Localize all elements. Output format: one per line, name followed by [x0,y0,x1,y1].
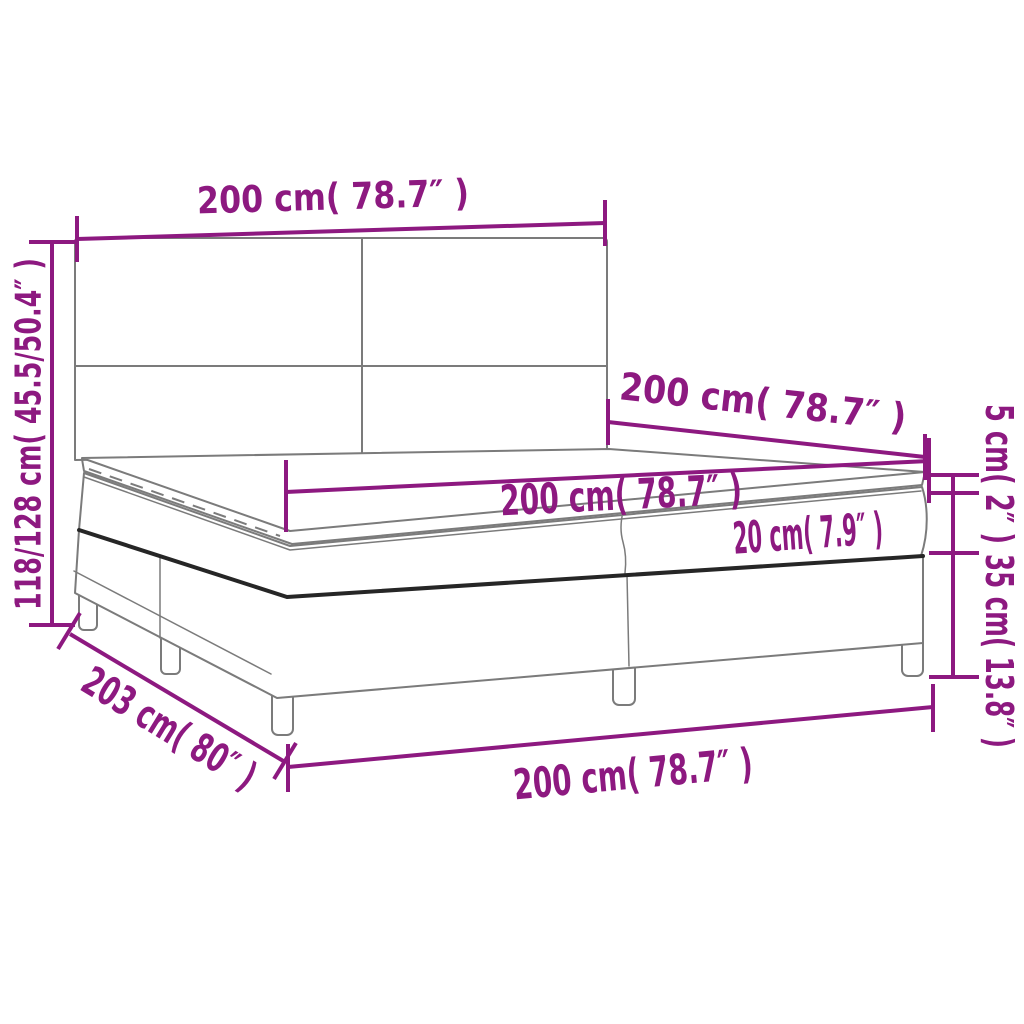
dimension-bottom-width: 200 cm( 78.7″ ) [286,684,935,810]
headboard-outline [74,237,608,461]
dimension-line [285,459,930,494]
topper-stitching [88,468,281,537]
dimension-label: 200 cm( 78.7″ ) [196,171,469,222]
dimension-mattress-width: 200 cm( 78.7″ ) [284,438,931,532]
dimension-headboard-width: 200 cm( 78.7″ ) [75,171,607,262]
dimension-label: 118/128 cm( 45.5/50.4″ ) [9,258,50,610]
dimension-line [68,632,287,764]
base-left-seam [73,570,272,675]
mattress-center-divider [620,511,627,574]
box-spring-base [73,528,925,699]
base-top-edge [77,528,925,599]
dimension-tick [272,741,298,781]
dimension-label: 200 cm( 78.7″ ) [499,465,743,526]
dimension-label-topper-height: 5 cm( 2″ ) [977,404,1021,544]
dimension-total-height: 118/128 cm( 45.5/50.4″ ) [9,240,75,627]
headboard [74,237,608,461]
dimension-tick [56,611,82,651]
dimension-label-base-height: 35 cm( 13.8″ ) [977,554,1021,748]
dimension-line [607,420,926,459]
topper-front-face [81,458,926,545]
base-front-divider [626,574,630,667]
dimension-line [287,705,934,769]
dimension-label: 200 cm( 78.7″ ) [511,739,755,810]
dimension-mattress-height: 20 cm( 7.9″ ) [731,503,884,564]
dimension-label: 203 cm( 80″ ) [73,658,264,800]
dimension-label: 20 cm( 7.9″ ) [731,503,884,564]
mattress-gap-seam [83,476,922,551]
dimension-line [76,221,606,241]
dimension-right-heights: 5 cm( 2″ ) 35 cm( 13.8″ ) [929,404,1021,748]
